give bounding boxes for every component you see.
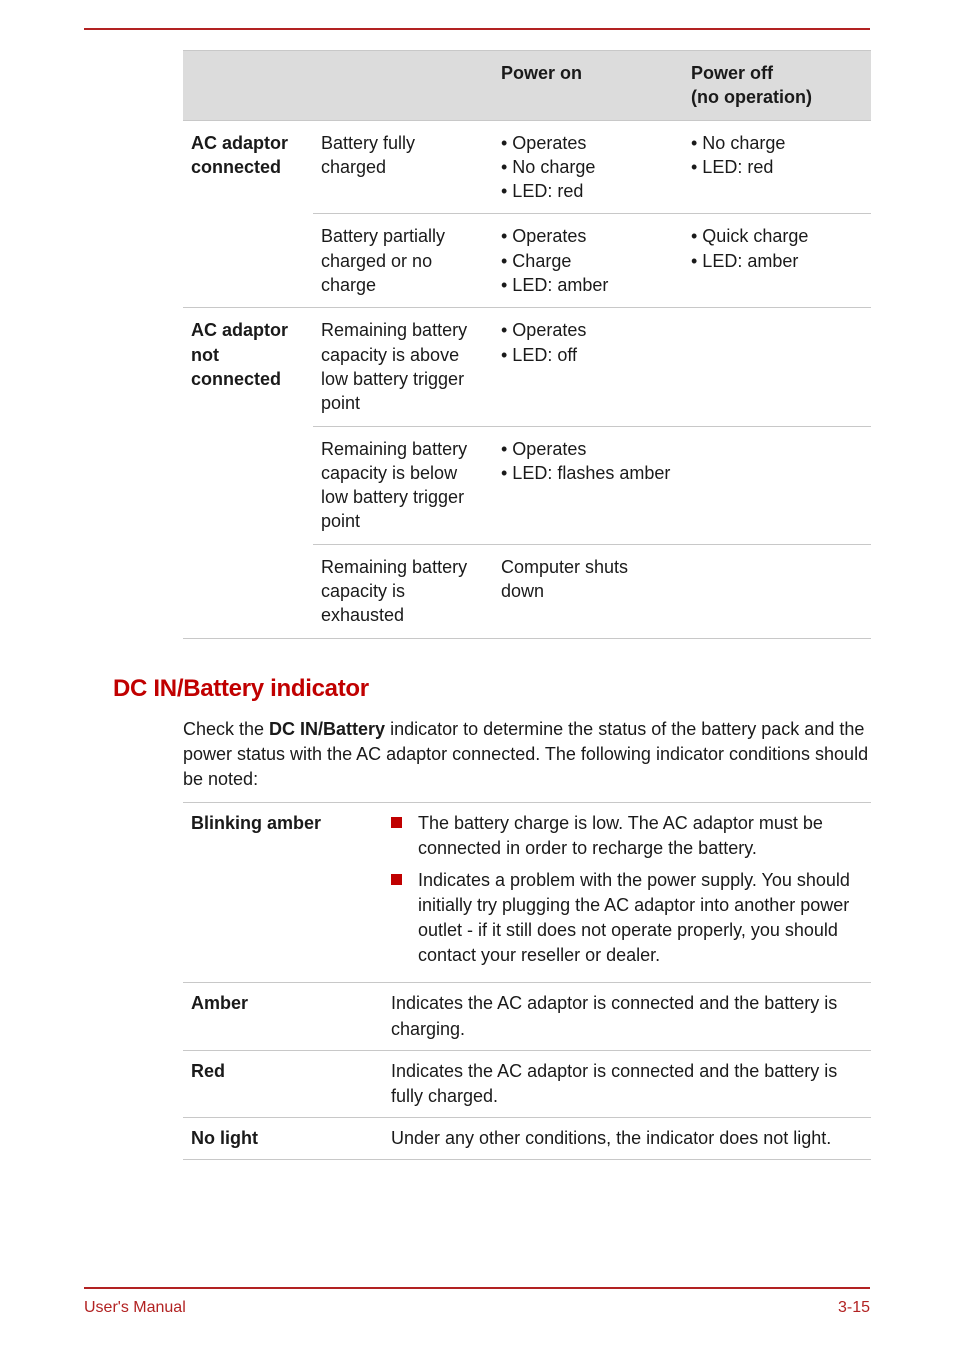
table-row: AC adaptor connectedBattery fully charge…: [183, 120, 871, 214]
indicator-desc: Indicates the AC adaptor is connected an…: [383, 1050, 871, 1117]
power-on-cell: Computer shuts down: [493, 544, 683, 638]
para-pre: Check the: [183, 719, 269, 739]
power-off-cell: [683, 308, 871, 426]
power-on-cell: • Operates • No charge • LED: red: [493, 120, 683, 214]
power-on-cell: • Operates • Charge • LED: amber: [493, 214, 683, 308]
indicator-row: Blinking amber The battery charge is low.…: [183, 803, 871, 983]
power-off-cell: [683, 426, 871, 544]
condition-cell: Remaining battery capacity is below low …: [313, 426, 493, 544]
indicator-state: No light: [183, 1118, 383, 1160]
header-cell-empty2: [313, 51, 493, 121]
table1-body: AC adaptor connectedBattery fully charge…: [183, 120, 871, 638]
condition-cell: Battery partially charged or no charge: [313, 214, 493, 308]
top-rule: [84, 28, 870, 30]
bottom-rule: [84, 1287, 870, 1289]
header-power-off-l1: Power off: [691, 63, 773, 83]
footer-row: User's Manual 3-15: [84, 1299, 870, 1317]
table2-body: Blinking amber The battery charge is low.…: [183, 803, 871, 1160]
content-area: Power on Power off (no operation) AC ada…: [183, 50, 871, 1160]
bullet-list: The battery charge is low. The AC adapto…: [391, 811, 863, 968]
bullet-text: The battery charge is low. The AC adapto…: [418, 811, 863, 861]
header-power-off-l2: (no operation): [691, 87, 812, 107]
power-state-table: Power on Power off (no operation) AC ada…: [183, 50, 871, 639]
table-header-row: Power on Power off (no operation): [183, 51, 871, 121]
indicator-desc: Under any other conditions, the indicato…: [383, 1118, 871, 1160]
section-heading: DC IN/Battery indicator: [113, 675, 871, 703]
header-cell-power-off: Power off (no operation): [683, 51, 871, 121]
indicator-state: Blinking amber: [183, 803, 383, 983]
table-row: AC adaptor not connectedRemaining batter…: [183, 308, 871, 426]
power-on-cell: • Operates • LED: off: [493, 308, 683, 426]
square-bullet-icon: [391, 874, 402, 885]
intro-paragraph: Check the DC IN/Battery indicator to det…: [183, 717, 871, 793]
indicator-table: Blinking amber The battery charge is low.…: [183, 802, 871, 1160]
footer: User's Manual 3-15: [84, 1287, 870, 1317]
condition-cell: Battery fully charged: [313, 120, 493, 214]
bullet-text: Indicates a problem with the power suppl…: [418, 868, 863, 969]
indicator-desc: Indicates the AC adaptor is connected an…: [383, 983, 871, 1050]
bullet-item: The battery charge is low. The AC adapto…: [391, 811, 863, 861]
footer-right: 3-15: [838, 1299, 870, 1317]
header-cell-power-on: Power on: [493, 51, 683, 121]
power-off-cell: • Quick charge • LED: amber: [683, 214, 871, 308]
bullet-item: Indicates a problem with the power suppl…: [391, 868, 863, 969]
footer-left: User's Manual: [84, 1299, 186, 1317]
para-bold: DC IN/Battery: [269, 719, 385, 739]
indicator-state: Red: [183, 1050, 383, 1117]
indicator-row: RedIndicates the AC adaptor is connected…: [183, 1050, 871, 1117]
indicator-state: Amber: [183, 983, 383, 1050]
power-off-cell: [683, 544, 871, 638]
condition-cell: Remaining battery capacity is exhausted: [313, 544, 493, 638]
row-group-label: AC adaptor connected: [183, 120, 313, 308]
row-group-label: AC adaptor not connected: [183, 308, 313, 638]
power-on-cell: • Operates • LED: flashes amber: [493, 426, 683, 544]
indicator-row: No lightUnder any other conditions, the …: [183, 1118, 871, 1160]
square-bullet-icon: [391, 817, 402, 828]
condition-cell: Remaining battery capacity is above low …: [313, 308, 493, 426]
page: Power on Power off (no operation) AC ada…: [0, 0, 954, 1345]
indicator-row: AmberIndicates the AC adaptor is connect…: [183, 983, 871, 1050]
header-cell-empty1: [183, 51, 313, 121]
power-off-cell: • No charge • LED: red: [683, 120, 871, 214]
indicator-desc: The battery charge is low. The AC adapto…: [383, 803, 871, 983]
